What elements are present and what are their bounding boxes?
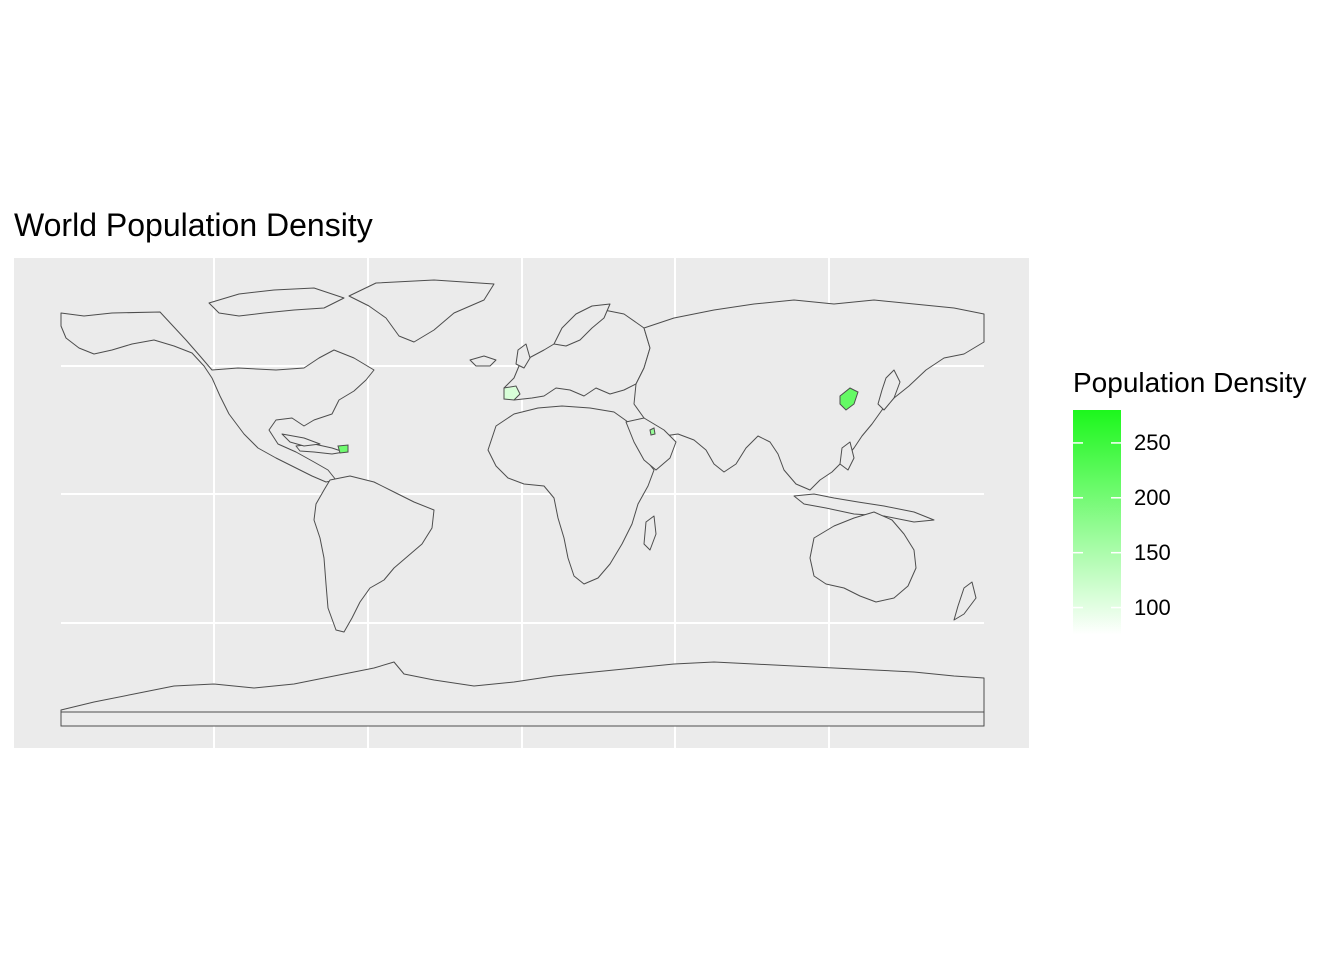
south-america-shape	[313, 475, 435, 633]
arctic-islands-shape	[208, 287, 345, 317]
legend-tick-label: 200	[1134, 484, 1171, 510]
country-outlines	[60, 279, 985, 727]
southeast-asia-islands-shape	[793, 493, 935, 523]
new-zealand-shape	[953, 581, 977, 621]
madagascar-shape	[643, 515, 657, 551]
region-qatar	[649, 427, 656, 436]
map-frame-bottom	[60, 711, 985, 727]
iceland-shape	[469, 355, 497, 367]
philippines-shape	[839, 441, 855, 471]
uk-shape	[515, 343, 531, 369]
legend-colorbar	[1073, 410, 1121, 635]
region-haiti	[337, 444, 349, 454]
greenland-shape	[348, 279, 495, 343]
legend-tick-label: 250	[1134, 429, 1171, 455]
asia-shape	[633, 299, 985, 491]
legend-tick-label: 150	[1134, 539, 1171, 565]
world-map	[60, 258, 985, 748]
japan-shape	[877, 369, 901, 411]
africa-shape	[487, 405, 655, 585]
north-america-shape	[60, 311, 375, 483]
map-panel	[14, 258, 1029, 748]
antarctica-shape	[60, 661, 985, 727]
map-title: World Population Density	[14, 207, 373, 243]
region-portugal	[503, 385, 521, 401]
scandinavia-shape	[553, 303, 611, 347]
colorbar-fill	[1073, 410, 1121, 635]
cuba-shape	[281, 433, 321, 447]
australia-shape	[809, 511, 917, 603]
highlighted-regions	[337, 385, 859, 454]
legend-tick-label: 100	[1134, 594, 1171, 620]
region-north-korea	[839, 387, 859, 411]
legend-title: Population Density	[1073, 367, 1307, 398]
arabia-shape	[625, 417, 677, 471]
